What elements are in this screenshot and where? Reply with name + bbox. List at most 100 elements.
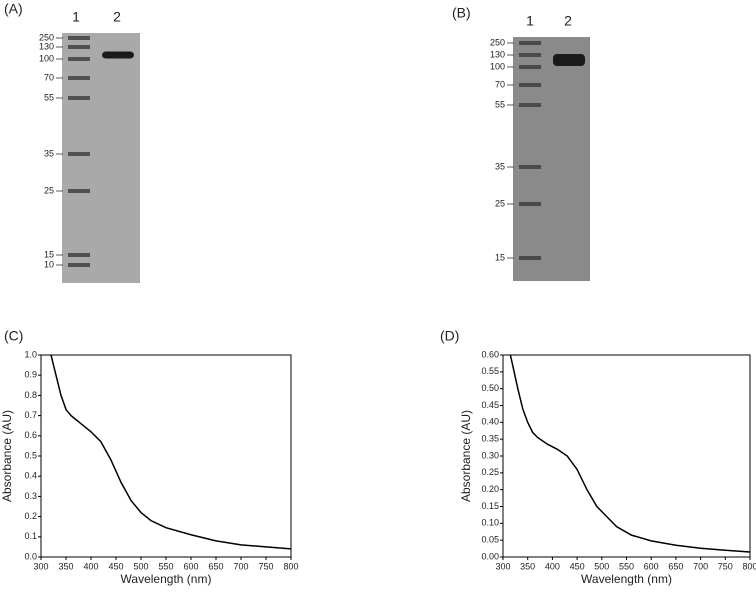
x-tick-label: 650 [668,561,683,571]
ladder-band [68,76,90,80]
ladder-band [68,45,90,49]
y-tick-label: 1.0 [24,349,37,359]
lane-label: 1 [526,13,534,29]
ladder-band [68,152,90,156]
x-tick-label: 700 [693,561,708,571]
y-tick-label: 0.30 [481,450,499,460]
marker-label: 10 [44,259,54,269]
y-tick-label: 0.10 [481,518,499,528]
y-tick-label: 0.1 [24,531,37,541]
y-tick-label: 0.55 [481,366,499,376]
x-tick-label: 550 [619,561,634,571]
x-tick-label: 300 [33,561,48,571]
spectrum-line [509,354,751,553]
x-tick-label: 700 [233,561,248,571]
y-tick-label: 0.5 [24,450,37,460]
y-tick-label: 0.50 [481,383,499,393]
marker-label: 25 [44,185,54,195]
ladder-band [519,53,541,57]
marker-label: 130 [490,49,505,59]
y-tick-label: 0.7 [24,410,37,420]
ladder-band [68,253,90,257]
y-axis-label: Absorbance (AU) [0,410,14,502]
marker-label: 70 [44,72,54,82]
x-tick-label: 550 [158,561,173,571]
x-tick-label: 350 [520,561,535,571]
lane-label: 2 [113,9,121,25]
plot-frame [40,354,292,558]
y-tick-label: 0.05 [481,535,499,545]
x-tick-label: 450 [570,561,585,571]
marker-label: 250 [39,32,54,42]
gel [513,37,590,281]
x-tick-label: 500 [133,561,148,571]
marker-label: 35 [44,148,54,158]
y-axis-label: Absorbance (AU) [459,410,473,502]
ladder-band [68,57,90,61]
y-tick-label: 0.15 [481,501,499,511]
y-tick-label: 0.25 [481,467,499,477]
y-tick-label: 0.9 [24,370,37,380]
x-tick-label: 600 [644,561,659,571]
spectrum-line [50,354,292,550]
y-tick-label: 0.20 [481,484,499,494]
x-tick-label: 500 [594,561,609,571]
protein-band [553,54,585,66]
y-tick-label: 0.35 [481,434,499,444]
marker-label: 250 [490,37,505,47]
ladder-band [519,256,541,260]
ladder-band [519,165,541,169]
panel-label: (B) [452,5,471,21]
marker-label: 15 [495,252,505,262]
marker-label: 35 [495,161,505,171]
panel-label: (A) [4,1,23,17]
x-tick-label: 350 [58,561,73,571]
x-tick-label: 750 [718,561,733,571]
ladder-band [68,96,90,100]
y-tick-label: 0.60 [481,349,499,359]
y-tick-label: 0.8 [24,390,37,400]
y-tick-label: 0.40 [481,417,499,427]
x-tick-label: 450 [108,561,123,571]
y-tick-label: 0.6 [24,430,37,440]
y-tick-label: 0.00 [481,551,499,561]
panel-label: (D) [440,328,459,344]
ladder-band [519,202,541,206]
marker-label: 100 [39,53,54,63]
lane-label: 1 [72,9,80,25]
x-tick-label: 600 [183,561,198,571]
ladder-band [519,41,541,45]
x-axis-label: Wavelength (nm) [121,572,212,586]
marker-label: 70 [495,79,505,89]
ladder-band [519,65,541,69]
marker-label: 15 [44,249,54,259]
ladder-band [68,263,90,267]
y-tick-label: 0.3 [24,491,37,501]
x-tick-label: 800 [283,561,298,571]
y-tick-label: 0.4 [24,471,37,481]
x-tick-label: 650 [208,561,223,571]
y-tick-label: 0.2 [24,511,37,521]
marker-label: 100 [490,61,505,71]
marker-label: 55 [495,99,505,109]
x-tick-label: 300 [495,561,510,571]
protein-band [102,51,134,59]
x-tick-label: 400 [545,561,560,571]
ladder-band [68,36,90,40]
marker-label: 25 [495,198,505,208]
lane-label: 2 [564,13,572,29]
marker-label: 55 [44,92,54,102]
x-tick-label: 800 [742,561,756,571]
gel [62,33,140,283]
x-axis-label: Wavelength (nm) [581,572,672,586]
x-tick-label: 750 [258,561,273,571]
ladder-band [68,189,90,193]
x-tick-label: 400 [83,561,98,571]
panel-label: (C) [4,328,23,344]
y-tick-label: 0.45 [481,400,499,410]
ladder-band [519,103,541,107]
y-tick-label: 0.0 [24,551,37,561]
plot-frame [502,354,751,558]
marker-label: 130 [39,41,54,51]
